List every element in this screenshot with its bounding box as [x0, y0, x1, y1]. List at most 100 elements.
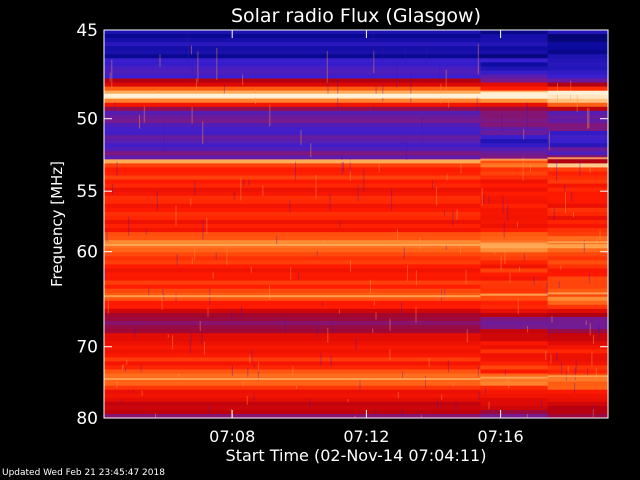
spectrogram-cell	[547, 280, 609, 286]
spectrogram-cell	[547, 341, 609, 346]
spectrogram-cell	[547, 159, 609, 164]
spectrogram-cell	[104, 304, 482, 310]
spectrogram-cell	[104, 333, 482, 338]
spectrogram-cell	[480, 34, 549, 39]
spectrogram-cell	[104, 203, 482, 209]
spectrogram-cell	[104, 118, 482, 124]
spectrogram-cell	[547, 357, 609, 363]
spectrogram-cell	[547, 211, 609, 217]
spectrogram-cell	[480, 377, 549, 383]
spectrogram-cell	[480, 58, 549, 63]
spectrogram-cell	[104, 207, 482, 213]
spectrogram-cell	[547, 151, 609, 156]
y-tick-label: 50	[76, 110, 98, 130]
spectrogram-cell	[547, 260, 609, 266]
spectrogram-cell	[480, 361, 549, 367]
spectrogram-cell	[480, 349, 549, 354]
spectrogram-cell	[480, 215, 549, 221]
spectrogram-cell	[547, 377, 609, 383]
spectrogram-cell	[480, 341, 549, 346]
updated-timestamp: Updated Wed Feb 21 23:45:47 2018	[2, 468, 165, 478]
spectrogram-cell	[104, 373, 482, 379]
spectrogram-cell	[104, 183, 482, 189]
spectrogram-cell	[480, 30, 549, 35]
spectrogram-cell	[104, 54, 482, 59]
spectrogram-cell	[480, 195, 549, 201]
x-tick-label: 07:12	[343, 427, 389, 446]
spectrogram-cell	[480, 260, 549, 266]
spectrogram-cell	[104, 260, 482, 266]
spectrogram-cell	[104, 288, 482, 294]
spectrogram-cell	[480, 353, 549, 358]
spectrogram-cell	[104, 413, 482, 419]
spectrogram-cell	[547, 264, 609, 270]
spectrogram-cell	[104, 139, 482, 144]
spectrogram-cell	[480, 304, 549, 310]
spectrogram-cell	[547, 316, 609, 322]
spectrogram-cell	[104, 276, 482, 282]
spectrogram-cell	[480, 236, 549, 241]
spectrogram-cell	[547, 122, 609, 128]
spectrogram-cell	[480, 248, 549, 253]
spectrogram-cell	[104, 240, 482, 245]
plot-frame	[103, 29, 609, 419]
spectrogram-cell	[104, 147, 482, 152]
spectrogram-cell	[104, 179, 482, 185]
spectrogram-cell	[104, 46, 482, 51]
spectrogram-cell	[480, 102, 549, 108]
spectrogram-cell	[547, 191, 609, 197]
spectrogram-cell	[547, 127, 609, 132]
spectrogram-cell	[104, 385, 482, 391]
spectrogram-cell	[547, 183, 609, 189]
spectrogram-cell	[480, 94, 549, 100]
spectrogram-cell	[480, 175, 549, 181]
spectrogram-cell	[480, 288, 549, 294]
spectrogram-cell	[547, 199, 609, 205]
spectrogram-cell	[104, 337, 482, 342]
spectrogram-cell	[104, 78, 482, 84]
spectrogram-cell	[547, 131, 609, 136]
spectrogram-cell	[547, 102, 609, 108]
spectrogram-cell	[104, 357, 482, 363]
spectrogram-cell	[547, 74, 609, 80]
spectrogram-cell	[104, 102, 482, 108]
spectrogram-cell	[104, 244, 482, 249]
spectrogram-cell	[480, 143, 549, 148]
spectrogram-cell	[547, 147, 609, 152]
spectrogram-cell	[480, 62, 549, 67]
spectrogram-cell	[547, 187, 609, 193]
spectrogram-cell	[480, 114, 549, 120]
spectrogram-cell	[547, 207, 609, 213]
spectrogram-cell	[480, 276, 549, 282]
spectrogram-cell	[547, 385, 609, 391]
spectrogram-cell	[547, 34, 609, 39]
spectrogram-cell	[480, 106, 549, 112]
spectrogram-cell	[104, 199, 482, 205]
spectrogram-cell	[547, 236, 609, 241]
spectrogram-cell	[104, 401, 482, 407]
spectrogram-cell	[480, 345, 549, 350]
spectrogram-cell	[480, 296, 549, 302]
spectrogram-cell	[547, 86, 609, 92]
spectrogram-cell	[547, 66, 609, 72]
spectrogram-cell	[480, 284, 549, 290]
spectrogram-cell	[104, 127, 482, 132]
spectrogram-cell	[104, 280, 482, 286]
spectrogram-cell	[547, 296, 609, 302]
spectrogram-cell	[104, 341, 482, 346]
spectrogram-cell	[547, 333, 609, 338]
spectrogram-cell	[547, 82, 609, 88]
spectrogram-cell	[104, 62, 482, 67]
spectrogram-cell	[104, 50, 482, 55]
spectrogram-cell	[480, 228, 549, 233]
spectrogram-cell	[547, 337, 609, 342]
spectrogram-cell	[104, 321, 482, 326]
spectrogram-cell	[480, 252, 549, 257]
spectrogram-cell	[104, 268, 482, 274]
spectrogram-cell	[547, 393, 609, 399]
spectrogram-cell	[104, 361, 482, 367]
spectrogram-cell	[104, 236, 482, 241]
spectrogram-cell	[547, 219, 609, 225]
spectrogram-cell	[547, 94, 609, 100]
spectrogram-cell	[547, 42, 609, 47]
